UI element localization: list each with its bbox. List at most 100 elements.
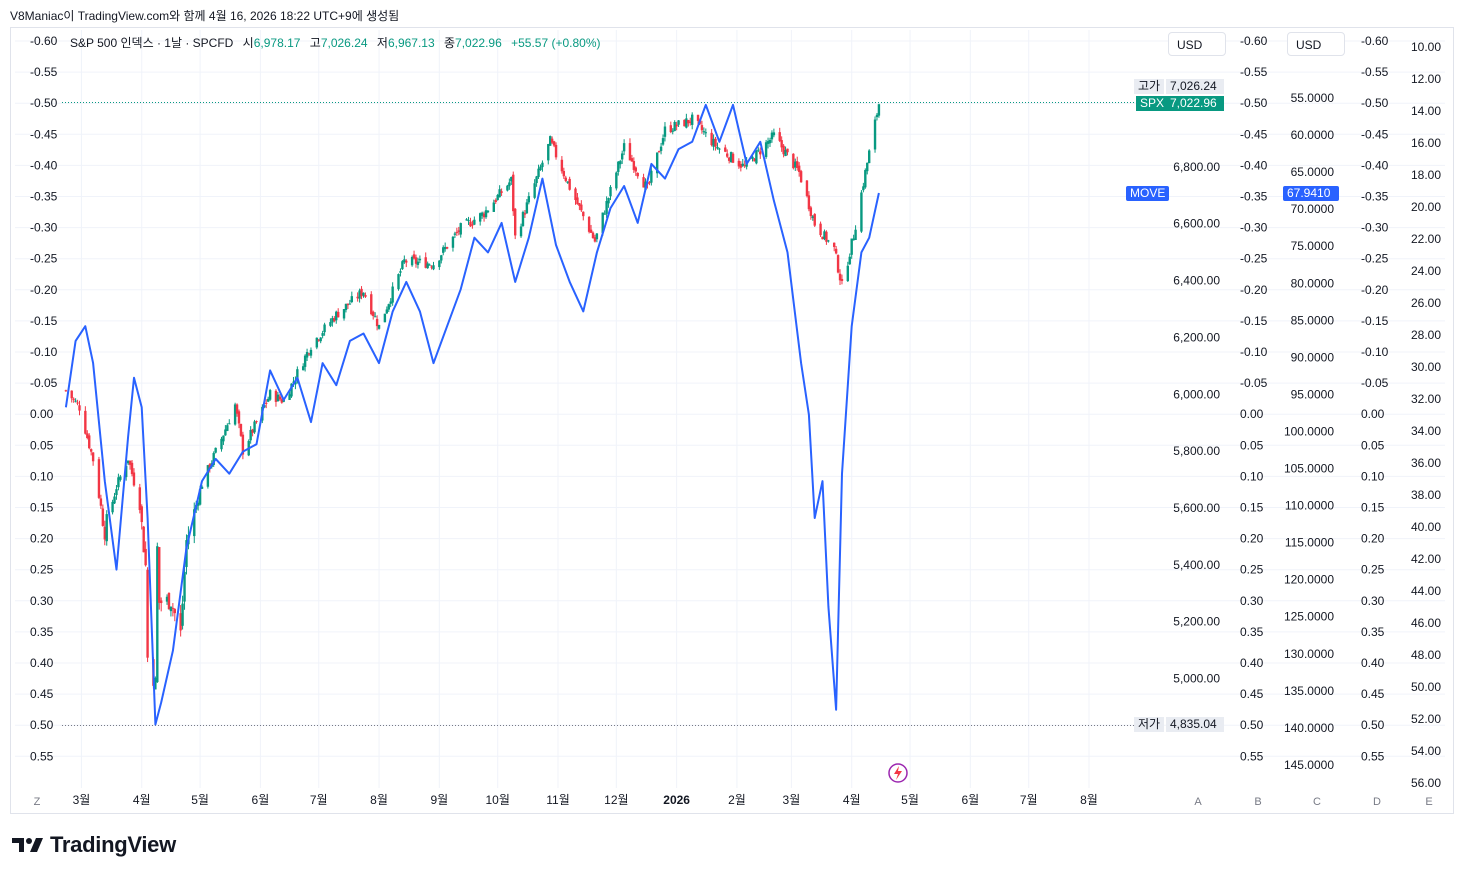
percent-axis-tick-d: -0.55 bbox=[1361, 65, 1389, 79]
candle-body bbox=[329, 322, 332, 326]
candle-body bbox=[539, 166, 542, 171]
candle-body bbox=[562, 171, 566, 177]
candle-body bbox=[593, 237, 597, 242]
candle-body bbox=[807, 195, 811, 210]
candle-body bbox=[292, 381, 295, 383]
candle-body bbox=[615, 172, 618, 189]
symbol-name[interactable]: S&P 500 인덱스 · 1날 · SPCFD bbox=[70, 36, 234, 50]
candle-body bbox=[661, 138, 665, 145]
candle-body bbox=[241, 434, 245, 455]
candle-body bbox=[525, 202, 529, 214]
candle-body bbox=[498, 189, 501, 198]
candle-body bbox=[171, 607, 175, 609]
left-axis-tick: -0.35 bbox=[30, 190, 58, 204]
percent-axis-tick-d: 0.30 bbox=[1361, 594, 1385, 608]
candle-body bbox=[459, 223, 462, 235]
candle-body bbox=[648, 182, 651, 184]
candle-body bbox=[634, 167, 637, 172]
candle-body bbox=[78, 405, 81, 411]
candle-body bbox=[780, 140, 783, 148]
candle-body bbox=[603, 213, 606, 215]
percent-axis-tick-b: -0.60 bbox=[1240, 34, 1268, 48]
change-value: +55.57 (+0.80%) bbox=[511, 36, 601, 50]
candle-body bbox=[373, 316, 377, 318]
candle-body bbox=[124, 465, 128, 478]
high-tag-label: 고가 bbox=[1134, 79, 1165, 94]
candle-body bbox=[809, 207, 813, 217]
candle-body bbox=[342, 309, 346, 319]
candle-body bbox=[333, 318, 336, 322]
candle-body bbox=[193, 509, 196, 537]
x-axis-tick: 4월 bbox=[843, 793, 861, 807]
candle-body bbox=[451, 236, 455, 248]
candle-body bbox=[76, 402, 79, 404]
candle-body bbox=[410, 256, 414, 266]
left-axis-tick: 0.45 bbox=[30, 687, 54, 701]
candle-body bbox=[212, 453, 215, 465]
candle-body bbox=[418, 258, 422, 261]
x-axis-tick: 4월 bbox=[133, 793, 151, 807]
candle-body bbox=[587, 216, 591, 232]
candle-body bbox=[101, 508, 105, 526]
candle-body bbox=[478, 213, 482, 222]
event-lightning-icon bbox=[888, 763, 908, 783]
candle-body bbox=[278, 396, 282, 400]
spx-axis-tick: 6,200.00 bbox=[1173, 330, 1220, 344]
percent-axis-tick-b: 0.10 bbox=[1240, 469, 1264, 483]
symbol-legend[interactable]: S&P 500 인덱스 · 1날 · SPCFD 시6,978.17 고7,02… bbox=[70, 34, 601, 51]
candle-body bbox=[222, 435, 225, 442]
candle-body bbox=[469, 221, 472, 227]
candle-body bbox=[220, 438, 223, 450]
candle-body bbox=[266, 398, 270, 402]
candle-body bbox=[770, 132, 774, 140]
currency-button-left[interactable]: USD bbox=[1168, 32, 1226, 56]
percent-axis-tick-b: -0.20 bbox=[1240, 283, 1268, 297]
candle-body bbox=[383, 313, 387, 323]
percent-axis-tick-d: -0.20 bbox=[1361, 283, 1389, 297]
candle-body bbox=[508, 182, 511, 187]
scale-corner-label: A bbox=[1194, 796, 1202, 808]
candle-body bbox=[385, 309, 389, 314]
candle-body bbox=[726, 153, 729, 157]
left-axis-tick: -0.40 bbox=[30, 158, 58, 172]
candle-body bbox=[549, 136, 552, 146]
percent-axis-tick-d: -0.25 bbox=[1361, 252, 1389, 266]
candle-body bbox=[426, 263, 429, 269]
candle-body bbox=[356, 296, 359, 299]
candle-body bbox=[741, 163, 744, 166]
candle-body bbox=[718, 148, 721, 150]
candle-body bbox=[512, 174, 515, 212]
candle-body bbox=[198, 489, 202, 505]
candle-body bbox=[823, 231, 826, 240]
candle-body bbox=[805, 180, 809, 196]
candle-body bbox=[377, 324, 381, 329]
candle-body bbox=[432, 265, 435, 270]
spx-axis-tick: 6,800.00 bbox=[1173, 160, 1220, 174]
far-axis-tick: 48.00 bbox=[1411, 648, 1441, 662]
candle-body bbox=[403, 259, 406, 263]
percent-axis-tick-b: 0.25 bbox=[1240, 563, 1264, 577]
candle-body bbox=[794, 161, 797, 168]
candle-body bbox=[235, 404, 239, 414]
candle-body bbox=[288, 394, 291, 400]
percent-axis-tick-b: -0.05 bbox=[1240, 376, 1268, 390]
candle-body bbox=[710, 132, 713, 146]
candle-body bbox=[154, 677, 157, 690]
far-axis-tick: 18.00 bbox=[1411, 168, 1441, 182]
move-line-path bbox=[64, 103, 880, 726]
x-axis-tick: 10월 bbox=[485, 793, 509, 807]
candle-body bbox=[671, 130, 674, 132]
percent-axis-tick-d: 0.25 bbox=[1361, 563, 1385, 577]
candle-body bbox=[416, 261, 420, 265]
candle-body bbox=[111, 501, 114, 513]
candle-body bbox=[846, 265, 850, 282]
candle-body bbox=[500, 191, 503, 193]
tradingview-footer[interactable]: TradingView bbox=[12, 832, 176, 858]
candle-body bbox=[132, 472, 136, 486]
candle-body bbox=[605, 201, 608, 214]
currency-button-right[interactable]: USD bbox=[1287, 32, 1345, 56]
candle-body bbox=[659, 146, 663, 151]
candle-body bbox=[249, 429, 252, 441]
x-axis-tick: 7월 bbox=[310, 793, 328, 807]
